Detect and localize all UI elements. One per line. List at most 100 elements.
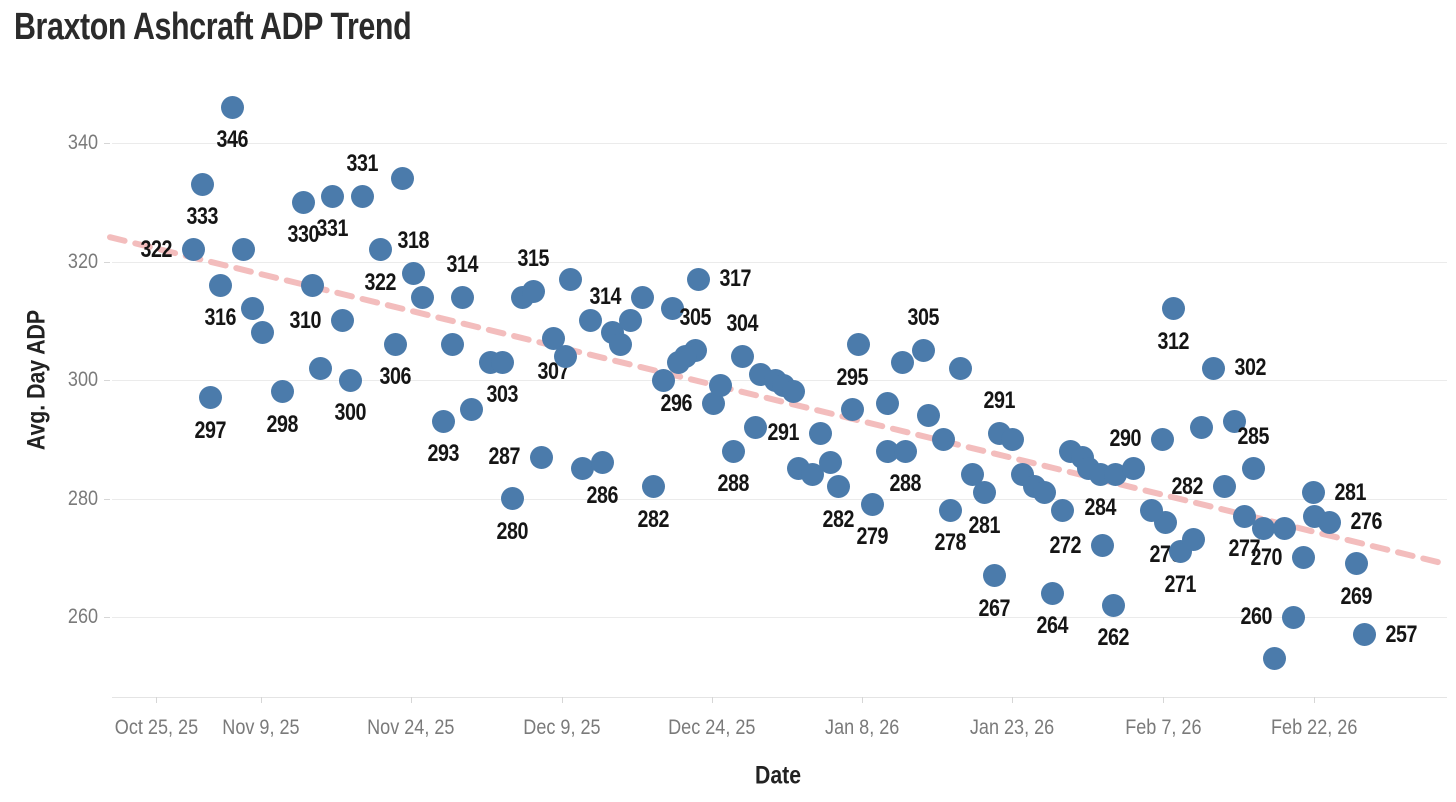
data-point[interactable]	[529, 445, 553, 469]
data-point[interactable]	[553, 344, 577, 368]
data-point[interactable]	[982, 564, 1006, 588]
data-point[interactable]	[500, 487, 524, 510]
data-point-label: 295	[836, 363, 868, 391]
data-point[interactable]	[383, 332, 407, 356]
data-point[interactable]	[660, 297, 684, 321]
data-point[interactable]	[972, 481, 996, 505]
data-point[interactable]	[1032, 481, 1056, 505]
data-point[interactable]	[590, 451, 614, 475]
data-point[interactable]	[1232, 504, 1256, 528]
data-point[interactable]	[826, 475, 850, 499]
data-point[interactable]	[431, 409, 455, 433]
data-point[interactable]	[291, 190, 315, 214]
data-point[interactable]	[800, 463, 824, 487]
data-point[interactable]	[300, 273, 324, 297]
data-point[interactable]	[1189, 415, 1213, 439]
data-point[interactable]	[890, 350, 914, 374]
data-point[interactable]	[490, 350, 514, 374]
x-axis-title-text: Date	[754, 761, 802, 790]
data-point[interactable]	[960, 463, 984, 487]
data-point[interactable]	[708, 374, 732, 398]
data-point[interactable]	[948, 356, 972, 380]
data-point[interactable]	[368, 238, 392, 262]
data-point[interactable]	[410, 285, 434, 309]
data-point[interactable]	[220, 95, 244, 119]
data-point[interactable]	[630, 285, 654, 309]
data-point[interactable]	[190, 172, 214, 196]
data-point[interactable]	[781, 380, 805, 404]
data-point[interactable]	[1040, 581, 1064, 605]
data-point[interactable]	[931, 427, 955, 451]
data-point[interactable]	[666, 350, 690, 374]
data-point[interactable]	[350, 184, 374, 208]
data-point[interactable]	[860, 492, 884, 516]
data-point[interactable]	[308, 356, 332, 380]
data-point[interactable]	[641, 475, 665, 499]
data-point[interactable]	[1201, 356, 1225, 380]
data-point[interactable]	[320, 184, 344, 208]
data-point[interactable]	[1050, 498, 1074, 522]
data-point[interactable]	[1181, 528, 1205, 552]
data-point[interactable]	[1000, 427, 1024, 451]
data-point[interactable]	[818, 451, 842, 475]
data-point[interactable]	[240, 297, 264, 321]
data-point[interactable]	[450, 285, 474, 309]
data-point[interactable]	[808, 421, 832, 445]
data-point[interactable]	[651, 368, 675, 392]
data-point[interactable]	[1139, 498, 1163, 522]
data-point[interactable]	[231, 238, 255, 262]
data-point[interactable]	[558, 267, 582, 291]
data-point[interactable]	[840, 398, 864, 422]
data-point[interactable]	[618, 309, 642, 333]
data-point[interactable]	[270, 380, 294, 404]
data-point[interactable]	[875, 392, 899, 416]
data-point[interactable]	[338, 368, 362, 392]
data-point[interactable]	[1281, 605, 1305, 629]
data-point[interactable]	[686, 267, 710, 291]
data-point[interactable]	[250, 321, 274, 345]
data-point[interactable]	[1212, 475, 1236, 499]
data-point[interactable]	[570, 457, 594, 481]
data-point[interactable]	[938, 498, 962, 522]
data-point[interactable]	[1222, 409, 1246, 433]
data-point[interactable]	[1161, 297, 1185, 321]
data-point[interactable]	[1251, 516, 1275, 540]
data-point[interactable]	[1150, 427, 1174, 451]
data-point[interactable]	[846, 332, 870, 356]
data-point[interactable]	[911, 338, 935, 362]
data-point[interactable]	[1090, 534, 1114, 558]
data-point[interactable]	[208, 273, 232, 297]
data-point[interactable]	[1291, 546, 1315, 570]
data-point[interactable]	[1352, 623, 1376, 647]
data-point[interactable]	[1103, 463, 1127, 487]
data-point[interactable]	[459, 398, 483, 422]
data-point[interactable]	[198, 386, 222, 410]
data-point[interactable]	[521, 279, 545, 303]
data-point[interactable]	[893, 439, 917, 463]
data-point[interactable]	[1121, 457, 1145, 481]
data-point[interactable]	[743, 415, 767, 439]
data-point[interactable]	[330, 309, 354, 333]
data-point[interactable]	[541, 327, 565, 351]
data-point[interactable]	[730, 344, 754, 368]
data-point[interactable]	[1344, 552, 1368, 576]
data-point[interactable]	[1272, 516, 1296, 540]
data-point[interactable]	[701, 392, 725, 416]
data-point[interactable]	[440, 332, 464, 356]
data-point-label: 282	[822, 505, 854, 533]
data-point[interactable]	[1262, 646, 1286, 670]
data-point[interactable]	[1317, 510, 1341, 534]
data-point[interactable]	[1101, 593, 1125, 617]
data-point[interactable]	[608, 332, 632, 356]
data-point[interactable]	[916, 404, 940, 428]
data-point[interactable]	[401, 261, 425, 285]
data-point[interactable]	[721, 439, 745, 463]
y-axis-title-text: Avg. Day ADP	[22, 309, 51, 451]
x-tick-mark	[1163, 697, 1164, 703]
data-point[interactable]	[181, 238, 205, 262]
data-point[interactable]	[578, 309, 602, 333]
data-point[interactable]	[390, 167, 414, 191]
data-point[interactable]	[1301, 481, 1325, 505]
data-point[interactable]	[1241, 457, 1265, 481]
data-point[interactable]	[875, 439, 899, 463]
